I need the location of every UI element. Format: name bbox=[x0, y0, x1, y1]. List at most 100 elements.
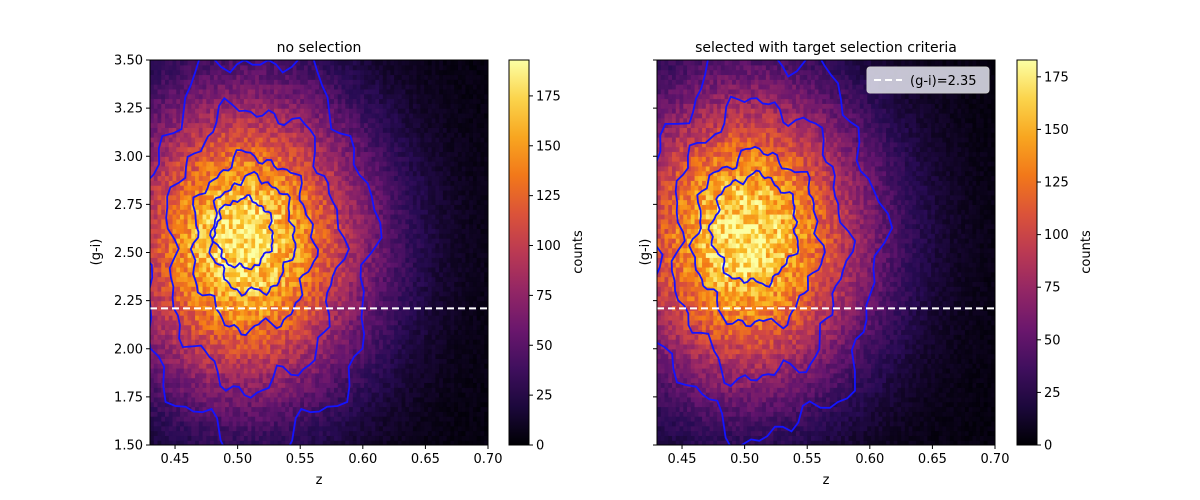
heatmap-cell bbox=[255, 334, 260, 340]
heatmap-cell bbox=[270, 401, 275, 408]
heatmap-cell bbox=[337, 161, 343, 167]
heatmap-cell bbox=[352, 372, 358, 379]
heatmap-cell bbox=[270, 74, 275, 80]
heatmap-cell bbox=[296, 228, 301, 234]
heatmap-cell bbox=[180, 353, 185, 359]
heatmap-cell bbox=[168, 266, 174, 273]
heatmap-cell bbox=[319, 141, 324, 148]
heatmap-cell bbox=[225, 266, 230, 273]
heatmap-cell bbox=[187, 440, 192, 445]
heatmap-cell bbox=[243, 185, 249, 191]
heatmap-cell bbox=[172, 396, 177, 403]
heatmap-cell bbox=[176, 223, 181, 230]
heatmap-cell bbox=[266, 69, 271, 76]
heatmap-cell bbox=[187, 252, 192, 258]
heatmap-cell bbox=[217, 425, 222, 432]
heatmap-cell bbox=[153, 396, 159, 403]
heatmap-cell bbox=[356, 315, 361, 321]
heatmap-cell bbox=[183, 228, 189, 234]
heatmap-cell bbox=[243, 117, 249, 124]
heatmap-cell bbox=[180, 84, 185, 90]
heatmap-cell bbox=[258, 141, 264, 148]
heatmap-cell bbox=[356, 295, 361, 302]
heatmap-cell bbox=[273, 199, 279, 205]
heatmap-cell bbox=[176, 295, 181, 302]
heatmap-cell bbox=[165, 141, 170, 148]
heatmap-cell bbox=[330, 238, 335, 244]
heatmap-cell bbox=[273, 348, 279, 355]
heatmap-cell bbox=[303, 170, 309, 177]
heatmap-cell bbox=[202, 358, 207, 364]
heatmap-cell bbox=[375, 233, 380, 239]
heatmap-cell bbox=[195, 161, 200, 167]
heatmap-cell bbox=[270, 276, 275, 282]
heatmap-cell bbox=[225, 425, 230, 432]
heatmap-cell bbox=[315, 266, 320, 273]
heatmap-cell bbox=[341, 324, 346, 331]
heatmap-cell bbox=[341, 377, 346, 384]
heatmap-cell bbox=[172, 406, 177, 412]
heatmap-cell bbox=[334, 440, 339, 445]
heatmap-cell bbox=[266, 189, 271, 196]
heatmap-cell bbox=[285, 396, 290, 403]
heatmap-cell bbox=[202, 238, 207, 244]
heatmap-cell bbox=[180, 199, 185, 205]
heatmap-cell bbox=[240, 74, 245, 80]
heatmap-cell bbox=[202, 363, 207, 369]
heatmap-cell bbox=[326, 194, 331, 201]
heatmap-cell bbox=[296, 425, 301, 432]
heatmap-cell bbox=[165, 122, 170, 128]
heatmap-cell bbox=[243, 401, 249, 408]
heatmap-cell bbox=[191, 137, 196, 143]
heatmap-cell bbox=[288, 387, 294, 393]
heatmap-cell bbox=[367, 310, 373, 316]
heatmap-cell bbox=[337, 175, 343, 181]
heatmap-cell bbox=[236, 353, 241, 359]
heatmap-cell bbox=[364, 348, 369, 355]
heatmap-cell bbox=[375, 416, 380, 422]
heatmap-cell bbox=[303, 84, 309, 90]
heatmap-cell bbox=[262, 146, 268, 153]
heatmap-cell bbox=[176, 64, 181, 71]
heatmap-cell bbox=[273, 257, 279, 263]
heatmap-cell bbox=[364, 233, 369, 239]
heatmap-cell bbox=[349, 204, 354, 210]
heatmap-cell bbox=[277, 204, 283, 210]
heatmap-cell bbox=[300, 127, 305, 133]
heatmap-cell bbox=[243, 377, 249, 384]
heatmap-cell bbox=[165, 180, 170, 186]
heatmap-cell bbox=[206, 141, 211, 148]
heatmap-cell bbox=[243, 396, 249, 403]
heatmap-cell bbox=[371, 127, 376, 133]
heatmap-cell bbox=[303, 252, 309, 258]
heatmap-cell bbox=[206, 223, 211, 230]
heatmap-cell bbox=[217, 401, 222, 408]
heatmap-cell bbox=[360, 377, 365, 384]
heatmap-cell bbox=[172, 368, 177, 374]
heatmap-cell bbox=[315, 204, 320, 210]
heatmap-cell bbox=[307, 382, 313, 388]
heatmap-cell bbox=[217, 185, 222, 191]
heatmap-cell bbox=[255, 238, 260, 244]
heatmap-cell bbox=[326, 435, 331, 441]
heatmap-cell bbox=[228, 387, 234, 393]
heatmap-cell bbox=[285, 324, 290, 331]
heatmap-cell bbox=[288, 276, 294, 282]
heatmap-cell bbox=[319, 69, 324, 76]
heatmap-cell bbox=[161, 358, 166, 364]
heatmap-cell bbox=[153, 291, 159, 297]
heatmap-cell bbox=[281, 392, 286, 398]
heatmap-cell bbox=[232, 132, 237, 138]
heatmap-cell bbox=[176, 218, 181, 225]
heatmap-cell bbox=[198, 69, 204, 76]
heatmap-cell bbox=[255, 295, 260, 302]
heatmap-cell bbox=[266, 122, 271, 128]
heatmap-cell bbox=[153, 112, 159, 119]
heatmap-cell bbox=[281, 161, 286, 167]
heatmap-cell bbox=[288, 401, 294, 408]
heatmap-cell bbox=[150, 238, 155, 244]
heatmap-cell bbox=[371, 175, 376, 181]
heatmap-cell bbox=[300, 209, 305, 215]
heatmap-cell bbox=[172, 329, 177, 335]
heatmap-cell bbox=[217, 137, 222, 143]
